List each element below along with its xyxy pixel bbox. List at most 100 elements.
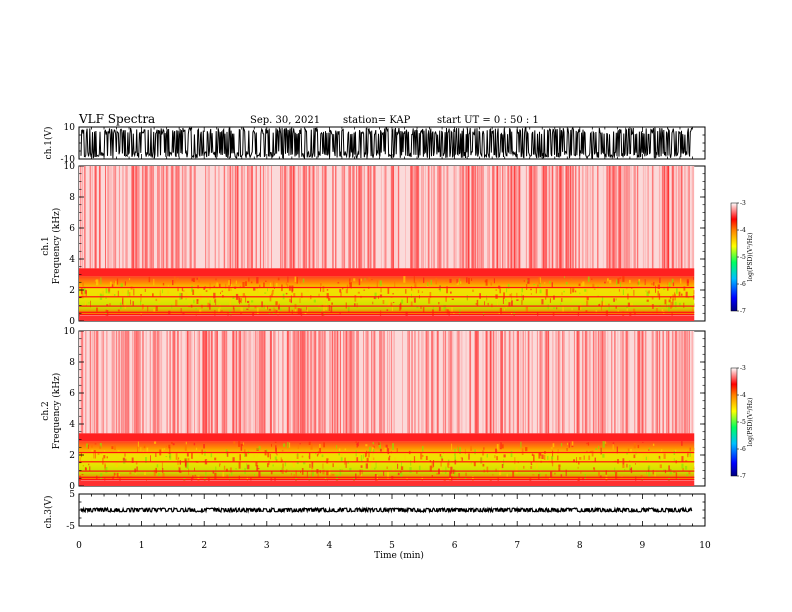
spectrogram-speckle [622,464,625,468]
spectrogram-speckle [471,278,473,281]
spectrogram-speckle [645,453,647,457]
spectrogram-speckle [374,467,376,470]
spectrogram-speckle [179,460,181,465]
spectrogram-streak [223,331,225,434]
colorbar-tick-label: -7 [740,473,746,480]
spectrogram-speckle [287,442,289,449]
spectrogram-speckle [242,293,245,298]
spectrogram-speckle [440,456,443,459]
spectrogram-speckle [693,290,695,295]
x-tick-label: 9 [640,541,646,551]
spectrogram-streak [255,166,257,269]
y-tick-label: 4 [69,255,75,265]
spectrogram-speckle [525,306,528,312]
spectrogram-speckle [256,277,259,284]
spectrogram-streak [274,331,276,434]
spectrogram-streak [601,331,603,434]
spectrogram-streak [172,331,173,434]
spectrogram-streak [489,331,491,434]
spectrogram-speckle [648,447,650,450]
spectrogram-speckle [322,463,324,469]
spectrogram-speckle [453,312,455,314]
spectrogram-speckle [347,305,350,311]
spectrogram-speckle [328,297,331,301]
spectrogram-speckle [129,292,131,297]
spectrogram-streak [679,331,681,434]
spectrogram-streak [294,331,296,434]
spectrogram-streak [492,331,494,434]
spectrogram-streak [85,331,87,434]
spectrogram-streak [270,331,272,434]
spectrogram-speckle [561,292,563,296]
spectrogram-speckle [605,470,607,475]
spectrogram-streak [123,331,125,434]
spectrogram-streak [638,331,640,434]
spectrogram-streak [468,166,470,269]
spectrogram-speckle [185,292,188,299]
spectrogram-streak [428,331,430,434]
spectrogram-speckle [602,441,605,448]
spectrogram-streak [385,166,387,269]
spectrogram-streak [446,166,448,269]
spectrogram-speckle [384,447,387,454]
spectrogram-speckle [613,298,615,302]
spectrogram-streak [537,331,538,434]
start-ut-label: start UT = 0 : 50 : 1 [437,115,539,126]
spectrogram-streak [120,331,122,434]
spectrogram-streak [481,166,483,269]
spectrogram-speckle [612,278,614,282]
spectrogram-speckle [550,447,553,449]
spectrogram-streak [440,166,442,269]
spectrogram-streak [656,331,658,434]
spectrogram-streak [332,166,333,269]
y-tick-label: -10 [61,155,76,165]
spectrogram-streak [547,331,549,434]
spectrogram-speckle [397,463,399,469]
spectrogram-streak [482,331,484,434]
spectrogram-streak [589,166,592,269]
spectrogram-streak [252,331,254,434]
spectrogram-streak [467,166,469,269]
spectrogram-streak [241,166,243,269]
spectrogram-streak [493,331,495,434]
spectrogram-streak [422,166,424,269]
spectrogram-speckle [428,298,431,304]
spectrogram-streak [259,166,261,269]
spectrogram-streak [289,331,291,434]
spectrogram-streak [260,166,262,269]
spectrogram-speckle [551,282,553,288]
spectrogram-speckle [647,455,649,462]
spectrogram-speckle [344,448,347,451]
spectrogram-streak [132,166,135,269]
x-tick-label: 8 [577,541,583,551]
spectrogram-streak [522,331,525,434]
spectrogram-speckle [93,450,96,452]
spectrogram-speckle [430,279,432,285]
spectrogram-speckle [472,476,474,482]
spectrogram-streak [350,331,352,434]
spectrogram-speckle [429,292,432,298]
spectrogram-speckle [198,277,200,283]
spectrogram-speckle [240,313,243,315]
spectrogram-speckle [113,472,116,478]
spectrogram-speckle [454,456,456,461]
spectrogram-speckle [240,443,243,451]
spectrogram-streak [116,331,118,434]
spectrogram-streak [568,331,570,434]
spectrogram-speckle [629,279,631,284]
spectrogram-streak [302,331,304,434]
spectrogram-speckle [268,308,271,311]
spectrogram-streak [482,166,484,269]
spectrogram-speckle [284,462,287,467]
spectrogram-speckle [101,289,104,295]
spectrogram-streak [693,166,694,269]
spectrogram-streak [124,331,127,434]
spectrogram-speckle [115,463,118,468]
spectrogram-streak [216,331,218,434]
spectrogram-streak [368,166,370,269]
spectrogram-streak [105,166,106,269]
spectrogram-speckle [196,277,198,280]
spectrogram-speckle [162,282,165,286]
spectrogram-streak [351,331,354,434]
spectrogram-speckle [570,278,572,281]
